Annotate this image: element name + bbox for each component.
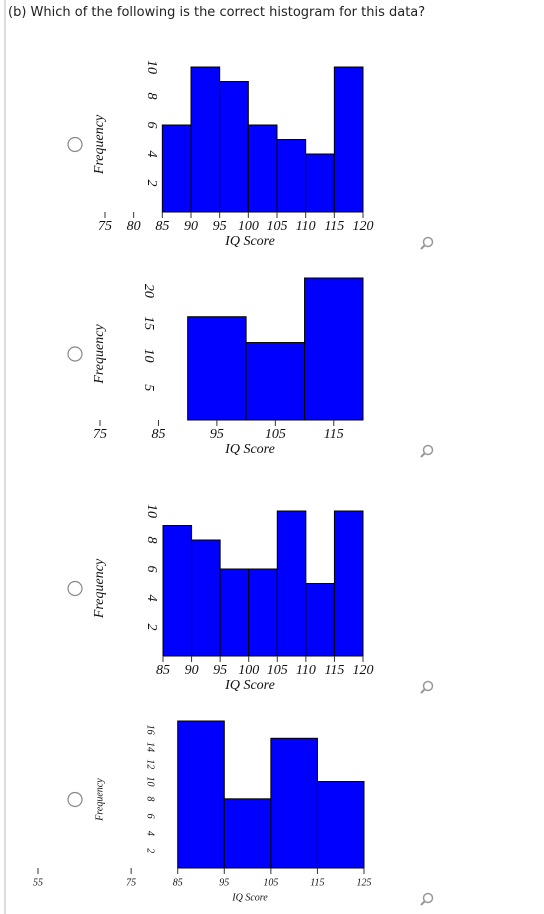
x-axis-label: IQ Score [224, 442, 275, 457]
x-axis-label: IQ Score [224, 234, 275, 249]
x-tick-label: 85 [151, 427, 165, 442]
radio-button[interactable] [67, 346, 83, 362]
x-tick-label: 55 [33, 877, 43, 888]
y-tick-label: 14 [145, 742, 156, 752]
x-tick-label: 90 [185, 663, 199, 678]
zoom-icon[interactable] [422, 236, 434, 248]
zoom-icon-handle [420, 900, 426, 906]
y-axis-label: Frequency [92, 558, 107, 619]
histogram-bar [276, 139, 307, 213]
y-tick-label: 8 [144, 93, 159, 100]
x-tick-label: 105 [267, 219, 288, 234]
y-axis-label: Frequency [92, 324, 107, 385]
histogram-bar [219, 81, 249, 213]
x-tick-label: 120 [353, 219, 374, 234]
x-tick-label: 75 [93, 427, 107, 442]
x-tick-label: 110 [296, 663, 316, 678]
x-tick-label: 105 [267, 663, 288, 678]
histogram-bar [305, 153, 335, 213]
x-tick-label: 115 [324, 427, 344, 442]
x-tick-label: 100 [238, 663, 259, 678]
x-tick-label: 95 [210, 427, 224, 442]
x-tick-label: 85 [156, 663, 170, 678]
zoom-icon-handle [420, 244, 426, 250]
y-tick-label: 6 [144, 122, 159, 129]
histogram-bar [190, 66, 221, 213]
y-tick-label: 20 [141, 284, 156, 298]
histogram-bar [162, 525, 193, 657]
y-tick-label: 10 [144, 60, 159, 74]
x-tick-label: 115 [324, 663, 344, 678]
histogram-bar [219, 568, 250, 657]
y-tick-label: 8 [144, 537, 159, 544]
x-axis-label: IQ Score [224, 678, 275, 693]
radio-button[interactable] [67, 791, 83, 808]
y-tick-label: 5 [141, 384, 156, 391]
histogram-bar [316, 781, 365, 869]
x-tick-label: 75 [126, 877, 136, 888]
histogram-bar [247, 124, 278, 213]
zoom-icon[interactable] [422, 444, 434, 456]
histogram-bar [161, 124, 192, 213]
x-tick-label: 95 [219, 877, 229, 888]
histogram-bar [187, 316, 247, 421]
x-tick-label: 125 [357, 877, 372, 888]
y-tick-label: 4 [144, 595, 159, 602]
x-tick-label: 95 [213, 663, 227, 678]
x-tick-label: 90 [184, 219, 198, 234]
histogram-bar [270, 737, 318, 869]
y-tick-label: 12 [145, 759, 156, 769]
histogram-bar [245, 342, 306, 421]
histogram-bar [248, 568, 278, 657]
histogram-bar [333, 66, 364, 213]
y-tick-label: 10 [145, 777, 156, 787]
x-tick-label: 105 [263, 877, 278, 888]
x-tick-label: 85 [173, 877, 183, 888]
x-tick-label: 120 [353, 663, 374, 678]
y-tick-label: 2 [144, 180, 159, 187]
zoom-icon[interactable] [422, 892, 434, 904]
y-tick-label: 4 [145, 831, 156, 836]
histogram-bar [304, 277, 364, 421]
question: (b) Which of the following is the correc… [8, 5, 426, 20]
zoom-icon-handle [420, 452, 426, 458]
y-tick-label: 6 [144, 566, 159, 573]
x-tick-label: 115 [310, 877, 324, 888]
y-tick-label: 4 [144, 151, 159, 158]
left-border [4, 0, 6, 914]
histogram-bar [177, 720, 225, 869]
y-axis-label: Frequency [94, 778, 105, 822]
histogram-bar [305, 583, 335, 657]
histogram-bar [191, 539, 221, 657]
histogram-bar [333, 510, 364, 657]
zoom-icon-handle [420, 688, 426, 694]
y-axis-label: Frequency [92, 114, 107, 175]
x-tick-label: 105 [265, 427, 286, 442]
x-axis-label: IQ Score [231, 892, 268, 903]
y-tick-label: 10 [141, 348, 156, 362]
y-tick-label: 15 [141, 316, 156, 330]
histogram-bar [276, 510, 307, 657]
zoom-icon[interactable] [422, 680, 434, 692]
x-tick-label: 100 [238, 219, 259, 234]
x-tick-label: 75 [98, 219, 112, 234]
x-tick-label: 85 [155, 219, 169, 234]
y-tick-label: 10 [144, 504, 159, 518]
y-tick-label: 2 [144, 624, 159, 631]
y-tick-label: 16 [145, 725, 156, 735]
y-tick-label: 2 [145, 848, 156, 853]
x-tick-label: 80 [127, 219, 141, 234]
x-tick-label: 95 [213, 219, 227, 234]
y-tick-label: 8 [145, 796, 156, 801]
x-tick-label: 110 [296, 219, 316, 234]
radio-button[interactable] [67, 136, 83, 153]
histogram-bar [223, 798, 272, 869]
x-tick-label: 115 [324, 219, 344, 234]
y-tick-label: 6 [145, 814, 156, 819]
radio-button[interactable] [67, 580, 83, 597]
